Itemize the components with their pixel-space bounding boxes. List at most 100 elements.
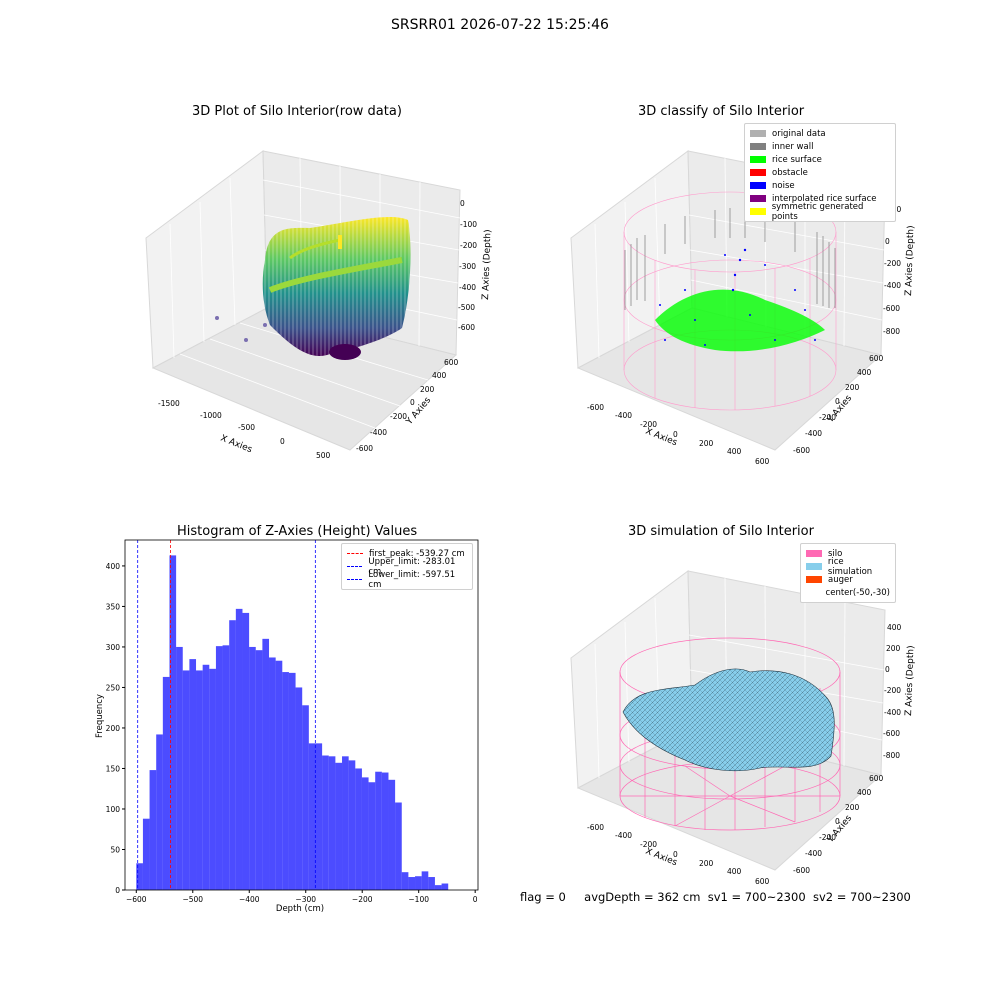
- raw-floor-pane: [151, 307, 458, 451]
- classify-3d-plot: -600 -400 -200 0 200 400 600 X Axies -60…: [570, 150, 916, 466]
- histogram-x-ticks: −600 −500 −400 −300 −200 −100 0: [126, 890, 478, 904]
- simulation-y-tick: -400: [805, 849, 822, 858]
- classify-y-tick: -200: [819, 413, 836, 422]
- sv2-value: sv2 = 700~2300: [812, 890, 911, 904]
- simulation-legend: silo rice simulation auger center(-50,-3…: [800, 543, 896, 603]
- status-footer: flag = 0 avgDepth = 362 cm sv1 = 700~230…: [520, 890, 911, 904]
- histogram-reference-lines: [137, 540, 316, 890]
- histogram-bar: [361, 777, 369, 890]
- histogram-x-tick: 0: [473, 895, 478, 904]
- classify-y-tick: 200: [845, 383, 860, 392]
- classify-z-tick: -200: [884, 259, 901, 268]
- sv1-value: sv1 = 700~2300: [707, 890, 806, 904]
- raw-x-tick: 500: [316, 451, 331, 460]
- raw-plot-title: 3D Plot of Silo Interior(row data): [192, 104, 402, 119]
- histogram-bar: [156, 734, 163, 890]
- rice-simulation-surface: [622, 668, 835, 772]
- histogram-bar: [176, 646, 183, 890]
- classify-inner-wall: [624, 208, 836, 310]
- legend-swatch: [806, 563, 822, 570]
- legend-line-blue: [347, 566, 363, 567]
- histogram-x-tick: −100: [408, 895, 429, 904]
- legend-swatch: [806, 576, 822, 583]
- simulation-z-tick: -200: [884, 686, 901, 695]
- simulation-x-tick: 200: [699, 859, 714, 868]
- legend-item-inner-wall: inner wall: [750, 140, 890, 153]
- classify-z-tick: 0: [885, 237, 890, 246]
- histogram-bar: [302, 705, 309, 890]
- legend-swatch: [750, 130, 766, 137]
- histogram-bar: [249, 646, 256, 890]
- histogram-bar: [295, 687, 303, 890]
- histogram-bars: [136, 555, 449, 890]
- raw-z-label: Z Axies (Depth): [481, 229, 493, 300]
- raw-3d-plot: -1500 -1000 -500 0 500 X Axies -600 -400…: [145, 150, 493, 460]
- raw-z-tick: -400: [459, 283, 476, 292]
- classify-rice-surface: [655, 289, 825, 352]
- classify-y-tick: -600: [793, 446, 810, 455]
- histogram-bar: [434, 885, 442, 890]
- histogram-bar: [381, 772, 389, 890]
- simulation-x-tick: 600: [755, 877, 770, 886]
- histogram-y-tick: 100: [106, 805, 121, 814]
- raw-x-tick: -1000: [200, 411, 222, 420]
- raw-y-tick: -400: [370, 428, 387, 437]
- legend-swatch: [750, 182, 766, 189]
- histogram-bar: [275, 660, 283, 890]
- raw-y-tick: 600: [444, 358, 459, 367]
- raw-z-tick: -200: [460, 241, 477, 250]
- legend-item-interpolated: interpolated rice surface: [750, 192, 890, 205]
- simulation-plot-title: 3D simulation of Silo Interior: [628, 524, 814, 539]
- legend-item-rice-simulation: rice simulation: [806, 557, 890, 577]
- histogram-bar: [196, 670, 203, 890]
- histogram-x-tick: −300: [295, 895, 316, 904]
- histogram-y-tick: 0: [115, 886, 120, 895]
- simulation-x-tick: -400: [615, 831, 632, 840]
- classify-x-tick: 0: [673, 430, 678, 439]
- classify-y-ticks: -600 -400 -200 0 200 400 600: [793, 354, 884, 455]
- histogram-bar: [235, 608, 243, 890]
- simulation-z-label: Z Axies (Depth): [904, 645, 916, 716]
- flag-value: flag = 0: [520, 890, 566, 904]
- histogram-bar: [269, 657, 276, 890]
- simulation-y-ticks: -600 -400 -200 0 200 400 600: [793, 774, 884, 875]
- simulation-z-tick: 400: [887, 623, 902, 632]
- legend-item-center: center(-50,-30): [806, 586, 890, 599]
- legend-item-obstacle: obstacle: [750, 166, 890, 179]
- legend-item-silo: silo: [806, 547, 890, 560]
- raw-y-tick: -600: [356, 444, 373, 453]
- raw-y-ticks: -600 -400 -200 0 200 400 600: [356, 358, 459, 453]
- histogram-x-tick: −400: [239, 895, 260, 904]
- histogram-bar: [328, 756, 336, 890]
- histogram-bar: [282, 672, 289, 890]
- histogram-bar: [182, 670, 190, 890]
- avg-depth-value: avgDepth = 362 cm: [584, 890, 701, 904]
- legend-swatch: [750, 143, 766, 150]
- histogram-y-tick: 200: [106, 724, 121, 733]
- simulation-x-tick: -600: [587, 823, 604, 832]
- classify-z-tick: -600: [883, 304, 900, 313]
- simulation-z-tick: -400: [884, 708, 901, 717]
- raw-outliers: [215, 316, 267, 342]
- classify-x-tick: -600: [587, 403, 604, 412]
- histogram-bar: [242, 612, 250, 890]
- legend-item-original-data: original data: [750, 127, 890, 140]
- histogram-title: Histogram of Z-Axies (Height) Values: [177, 524, 418, 539]
- histogram-bar: [375, 771, 382, 890]
- simulation-x-tick: 0: [673, 850, 678, 859]
- histogram-y-tick: 300: [106, 643, 121, 652]
- histogram-bar: [348, 760, 356, 890]
- raw-z-tick: -100: [460, 220, 477, 229]
- legend-swatch: [806, 550, 822, 557]
- simulation-x-tick: -200: [640, 840, 657, 849]
- histogram-bar: [342, 756, 349, 890]
- classify-y-tick: 400: [857, 368, 872, 377]
- raw-y-tick: 200: [420, 385, 435, 394]
- histogram-bar: [202, 664, 210, 890]
- raw-z-ticks: 0 -100 -200 -300 -400 -500 -600: [458, 199, 477, 332]
- histogram-y-tick: 50: [110, 845, 120, 854]
- classify-legend: original data inner wall rice surface ob…: [744, 123, 896, 222]
- simulation-x-tick: 400: [727, 867, 742, 876]
- histogram-bar: [162, 676, 170, 890]
- raw-y-tick: 0: [410, 398, 415, 407]
